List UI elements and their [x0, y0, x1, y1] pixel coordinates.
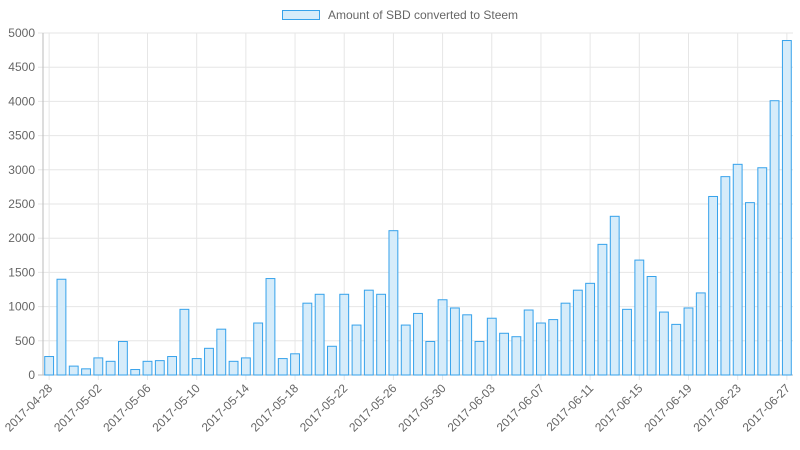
bar[interactable]	[572, 289, 583, 376]
bar[interactable]	[314, 293, 325, 376]
x-tick-label: 2017-06-07	[494, 381, 548, 435]
bar[interactable]	[683, 307, 694, 376]
bar[interactable]	[388, 230, 399, 376]
bar[interactable]	[585, 282, 596, 376]
y-tick-label: 1000	[8, 300, 35, 314]
chart-legend[interactable]: Amount of SBD converted to Steem	[0, 8, 800, 22]
bar[interactable]	[167, 356, 178, 376]
bar[interactable]	[523, 309, 534, 376]
bar[interactable]	[536, 322, 546, 376]
bar[interactable]	[339, 293, 350, 376]
bar[interactable]	[154, 360, 165, 376]
bar[interactable]	[363, 289, 374, 376]
bar[interactable]	[769, 100, 780, 376]
bar[interactable]	[376, 293, 387, 376]
y-tick-label: 0	[28, 368, 35, 382]
x-tick-label: 2017-05-06	[100, 381, 154, 435]
bar[interactable]	[302, 302, 313, 376]
x-tick-label: 2017-06-03	[445, 381, 499, 435]
bar[interactable]	[191, 358, 202, 376]
x-tick-label: 2017-06-19	[641, 381, 695, 435]
bar[interactable]	[216, 328, 227, 376]
bar[interactable]	[400, 324, 411, 376]
x-tick-label: 2017-05-26	[346, 381, 400, 435]
bar[interactable]	[68, 365, 79, 376]
bar[interactable]	[44, 356, 55, 376]
bar[interactable]	[781, 40, 792, 376]
x-tick-label: 2017-05-18	[248, 381, 302, 435]
bar[interactable]	[597, 243, 608, 376]
bars	[44, 40, 792, 376]
bar[interactable]	[474, 340, 485, 376]
y-tick-label: 4000	[8, 94, 35, 108]
y-tick-label: 1500	[8, 265, 35, 279]
y-tick-label: 2000	[8, 231, 35, 245]
legend-label: Amount of SBD converted to Steem	[327, 8, 519, 22]
x-tick-label: 2017-05-22	[297, 381, 351, 435]
bar[interactable]	[81, 368, 91, 376]
bar[interactable]	[413, 312, 423, 376]
bar[interactable]	[609, 215, 620, 376]
bar[interactable]	[240, 357, 251, 376]
legend-swatch	[281, 10, 320, 20]
bar[interactable]	[130, 369, 141, 376]
bar[interactable]	[462, 314, 473, 376]
bar[interactable]	[56, 278, 67, 376]
bar[interactable]	[499, 332, 509, 376]
y-axis-ticks: 0 500 1000 1500 2000 2500 3000 3500 4000 4500 5000	[8, 26, 35, 382]
bar[interactable]	[204, 347, 214, 376]
bar[interactable]	[622, 308, 632, 376]
bar[interactable]	[265, 278, 276, 376]
bar[interactable]	[437, 299, 448, 376]
bar[interactable]	[511, 336, 522, 376]
bar[interactable]	[560, 302, 571, 376]
bar[interactable]	[646, 276, 657, 376]
bar[interactable]	[708, 195, 719, 376]
bar[interactable]	[105, 360, 116, 376]
bar[interactable]	[757, 167, 768, 376]
bar[interactable]	[277, 358, 288, 376]
y-tick-label: 3500	[8, 129, 35, 143]
bar[interactable]	[253, 322, 264, 376]
bar[interactable]	[327, 345, 337, 376]
x-tick-label: 2017-06-27	[740, 381, 794, 435]
bar[interactable]	[449, 307, 460, 376]
bar[interactable]	[93, 357, 104, 376]
bar[interactable]	[548, 319, 559, 376]
x-tick-label: 2017-04-28	[2, 381, 56, 435]
x-axis-ticks: 2017-04-282017-05-022017-05-062017-05-10…	[2, 381, 793, 435]
bar[interactable]	[228, 360, 239, 376]
x-tick-label: 2017-05-02	[51, 381, 105, 435]
x-tick-label: 2017-06-23	[690, 381, 744, 435]
y-tick-label: 3000	[8, 163, 35, 177]
bar[interactable]	[117, 340, 128, 376]
bar[interactable]	[658, 311, 669, 376]
bar[interactable]	[695, 292, 706, 376]
bar[interactable]	[290, 353, 300, 376]
bar[interactable]	[142, 360, 153, 376]
x-tick-label: 2017-06-11	[544, 381, 597, 434]
y-tick-label: 2500	[8, 197, 35, 211]
bar[interactable]	[486, 317, 497, 376]
x-tick-label: 2017-05-14	[199, 381, 253, 435]
y-tick-label: 500	[15, 334, 35, 348]
bar[interactable]	[425, 340, 436, 376]
bar[interactable]	[179, 308, 190, 376]
x-tick-label: 2017-06-15	[592, 381, 646, 435]
bar[interactable]	[745, 202, 755, 376]
bar[interactable]	[732, 163, 743, 376]
x-tick-label: 2017-05-30	[395, 381, 449, 435]
y-tick-label: 4500	[8, 60, 35, 74]
bar[interactable]	[671, 323, 682, 376]
bar[interactable]	[634, 259, 645, 376]
bar[interactable]	[720, 176, 731, 376]
y-tick-label: 5000	[8, 26, 35, 40]
bar[interactable]	[351, 324, 362, 376]
x-tick-label: 2017-05-10	[150, 381, 204, 435]
